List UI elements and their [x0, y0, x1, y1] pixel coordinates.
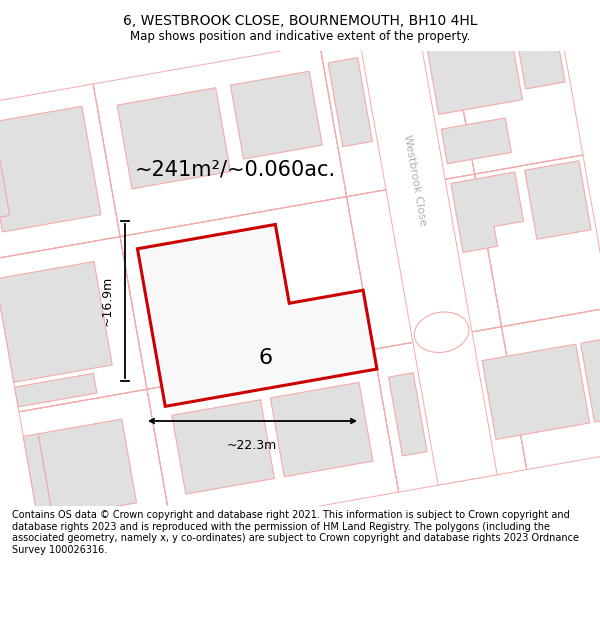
Polygon shape — [0, 261, 112, 382]
Polygon shape — [0, 106, 101, 232]
Ellipse shape — [414, 312, 469, 352]
Polygon shape — [137, 224, 377, 406]
Polygon shape — [359, 27, 497, 485]
Polygon shape — [172, 400, 274, 494]
Polygon shape — [230, 71, 322, 159]
Text: ~22.3m: ~22.3m — [227, 439, 277, 452]
Polygon shape — [425, 26, 523, 114]
Polygon shape — [0, 132, 10, 220]
Polygon shape — [442, 118, 511, 164]
Polygon shape — [14, 373, 97, 407]
Text: Westbrook Close: Westbrook Close — [401, 133, 428, 226]
Text: 6: 6 — [259, 348, 272, 368]
Text: Contains OS data © Crown copyright and database right 2021. This information is : Contains OS data © Crown copyright and d… — [12, 510, 579, 555]
Text: Map shows position and indicative extent of the property.: Map shows position and indicative extent… — [130, 30, 470, 43]
Text: ~241m²/~0.060ac.: ~241m²/~0.060ac. — [134, 159, 335, 179]
Text: 6, WESTBROOK CLOSE, BOURNEMOUTH, BH10 4HL: 6, WESTBROOK CLOSE, BOURNEMOUTH, BH10 4H… — [123, 14, 477, 28]
Polygon shape — [581, 338, 600, 422]
Polygon shape — [150, 241, 284, 356]
Polygon shape — [271, 382, 373, 477]
Polygon shape — [38, 419, 137, 518]
Polygon shape — [389, 372, 427, 456]
Polygon shape — [515, 23, 565, 89]
Polygon shape — [328, 58, 373, 147]
Polygon shape — [525, 161, 591, 239]
Text: ~16.9m: ~16.9m — [101, 276, 113, 326]
Polygon shape — [482, 344, 590, 439]
Polygon shape — [117, 88, 230, 189]
Polygon shape — [23, 434, 53, 520]
Polygon shape — [451, 172, 524, 252]
